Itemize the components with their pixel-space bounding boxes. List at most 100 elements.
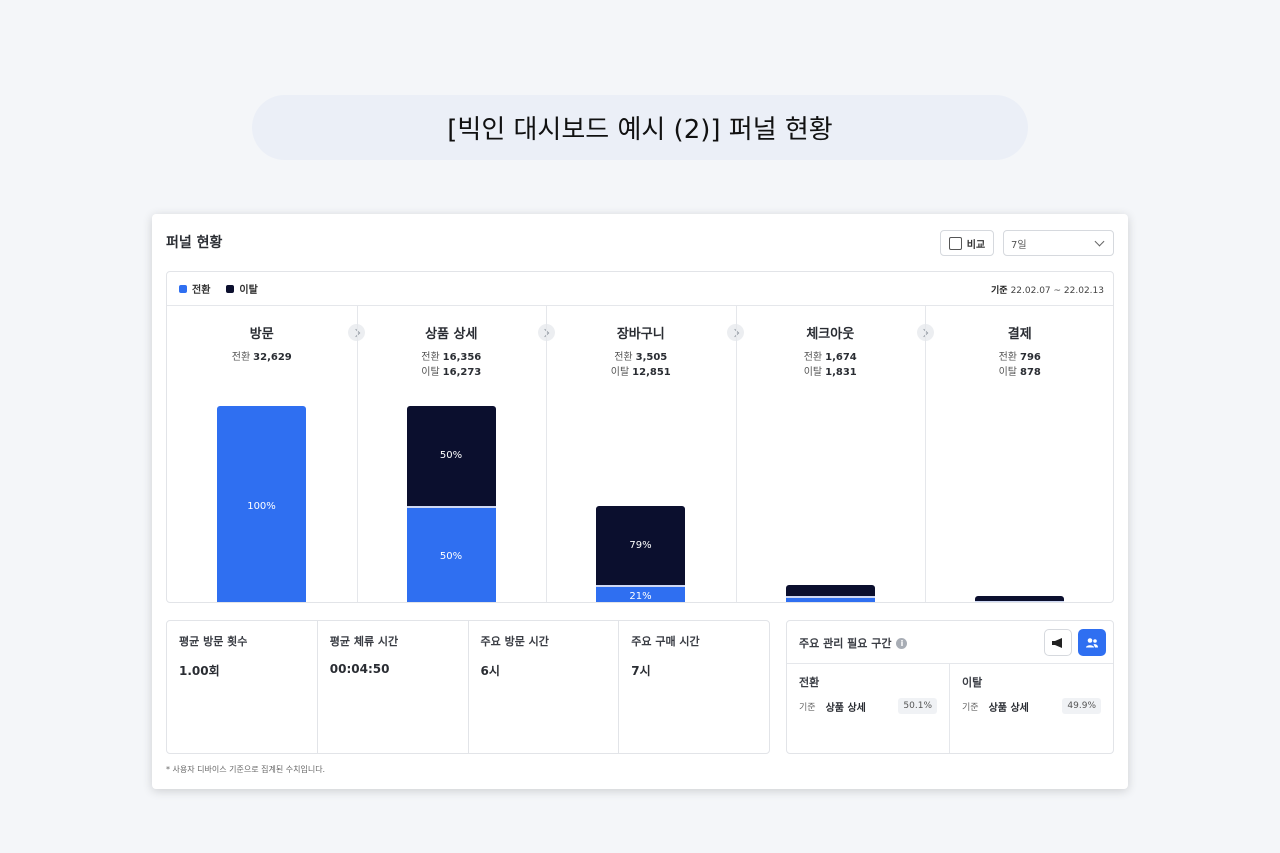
metric-label: 평균 방문 횟수 (179, 635, 248, 648)
drop-swatch (226, 284, 235, 293)
conversion-segment[interactable] (785, 595, 875, 602)
drop-stat: 이탈 1,831 (736, 365, 926, 380)
date-range-value: 22.02.07 ~ 22.02.13 (1010, 286, 1104, 296)
key-stage-panel: 주요 관리 필요 구간 i 전환 기준 상품 상세 50.1% (786, 620, 1114, 754)
compare-checkbox[interactable] (948, 236, 962, 250)
conversion-swatch (179, 284, 187, 293)
conversion-stat: 전환 32,629 (167, 350, 357, 365)
stage-stats: 전환 1,674 이탈 1,831 (736, 350, 926, 380)
funnel-bar[interactable] (975, 595, 1064, 602)
drop-stat-value: 1,831 (825, 367, 857, 378)
key-stage-title: 주요 관리 필요 구간 i (799, 635, 908, 651)
legend-conversion: 전환 (179, 281, 210, 296)
key-conversion-row: 기준 상품 상세 50.1% (799, 698, 937, 714)
metric-value: 1.00회 (179, 664, 220, 678)
drop-stat: 이탈 16,273 (357, 365, 547, 380)
stage-name: 체크아웃 (806, 327, 855, 342)
basis-label: 기준 (962, 702, 979, 713)
chevron-down-icon (1094, 236, 1105, 246)
key-stage-title-text: 주요 관리 필요 구간 (799, 637, 892, 650)
drop-segment[interactable] (975, 595, 1064, 602)
date-range: 기준 22.02.07 ~ 22.02.13 (991, 283, 1104, 296)
key-drop-column: 이탈 기준 상품 상세 49.9% (950, 664, 1113, 753)
key-conversion-title: 전환 (799, 676, 820, 689)
stage-separator (546, 306, 547, 602)
divider (787, 663, 1113, 664)
megaphone-icon (1052, 637, 1062, 648)
key-conversion-stage: 상품 상세 (825, 702, 866, 714)
funnel-stage[interactable]: 장바구니 전환 3,505 이탈 12,851 79% 21% (546, 306, 736, 602)
metric-value: 00:04:50 (329, 662, 390, 676)
conversion-stat-value: 32,629 (253, 352, 292, 363)
info-icon[interactable]: i (896, 637, 908, 649)
period-value: 7일 (1011, 239, 1027, 251)
drop-stat-label: 이탈 (610, 367, 630, 378)
metrics-panel: 평균 방문 횟수 1.00회 평균 체류 시간 00:04:50 주요 방문 시… (166, 620, 770, 754)
stage-stats: 전환 796 이탈 878 (925, 350, 1113, 380)
conversion-stat-value: 1,674 (825, 352, 857, 363)
compare-toggle[interactable]: 비교 (940, 230, 994, 256)
drop-segment[interactable]: 50% (406, 406, 496, 506)
compare-label: 비교 (966, 239, 986, 251)
funnel-bar[interactable]: 50% 50% (406, 406, 496, 602)
megaphone-button[interactable] (1044, 629, 1072, 656)
conversion-stat-label: 전환 (998, 352, 1018, 363)
drop-segment[interactable]: 79% (596, 505, 685, 585)
metric-label: 평균 체류 시간 (329, 635, 399, 648)
metric-label: 주요 방문 시간 (480, 635, 549, 648)
stage-name: 결제 (1007, 327, 1032, 342)
drop-stat-value: 878 (1020, 367, 1041, 378)
conversion-segment[interactable]: 100% (217, 406, 306, 602)
funnel-bar[interactable]: 100% (217, 406, 306, 602)
drop-stat-label: 이탈 (998, 367, 1018, 378)
conversion-stat: 전환 3,505 (546, 350, 736, 365)
metric-value: 7시 (631, 664, 651, 678)
drop-stat: 이탈 878 (925, 365, 1113, 380)
conversion-stat-value: 16,356 (442, 352, 482, 363)
drop-stat-label: 이탈 (421, 367, 440, 378)
divider (167, 305, 1113, 306)
conversion-segment[interactable]: 21% (596, 584, 685, 602)
drop-stat: 이탈 12,851 (546, 365, 736, 380)
funnel-bar[interactable] (785, 584, 875, 602)
drop-stat-label: 이탈 (803, 367, 823, 378)
date-range-label: 기준 (991, 286, 1008, 296)
key-drop-stage: 상품 상세 (988, 702, 1029, 714)
metric-avg-duration: 평균 체류 시간 00:04:50 (318, 621, 469, 753)
stage-stats: 전환 3,505 이탈 12,851 (546, 350, 736, 380)
conversion-stat: 전환 796 (925, 350, 1113, 365)
period-select[interactable]: 7일 (1003, 230, 1114, 256)
funnel-stage[interactable]: 체크아웃 전환 1,674 이탈 1,831 (736, 306, 926, 602)
stage-separator (735, 306, 737, 602)
legend-drop-label: 이탈 (239, 285, 258, 296)
key-drop-pct: 49.9% (1062, 698, 1101, 714)
conversion-segment[interactable]: 50% (406, 505, 496, 602)
stage-name: 상품 상세 (425, 327, 478, 342)
stage-stats: 전환 32,629 (167, 350, 357, 365)
funnel-stage[interactable]: 결제 전환 796 이탈 878 (925, 306, 1113, 602)
stage-stats: 전환 16,356 이탈 16,273 (357, 350, 547, 380)
basis-label: 기준 (799, 702, 816, 713)
users-icon (1086, 637, 1098, 647)
funnel-bar[interactable]: 79% 21% (596, 505, 685, 602)
conversion-segment[interactable] (975, 601, 1064, 602)
funnel-chart: 전환 이탈 기준 22.02.07 ~ 22.02.13 방문 전환 32,629 10… (166, 271, 1114, 603)
funnel-dashboard-card: 퍼널 현황 비교 7일 전환 이탈 기준 22.02.07 ~ 22.02.13 … (152, 214, 1128, 789)
legend-drop: 이탈 (226, 281, 258, 296)
stage-separator (925, 306, 926, 602)
stage-name: 장바구니 (616, 327, 665, 342)
conversion-stat-label: 전환 (231, 352, 251, 363)
drop-segment[interactable] (785, 584, 875, 596)
stage-separator (356, 306, 358, 602)
page-caption: [빅인 대시보드 예시 (2)] 퍼널 현황 (252, 95, 1028, 160)
drop-stat-value: 12,851 (632, 367, 671, 378)
stage-name: 방문 (249, 327, 274, 342)
conversion-stat-label: 전환 (614, 352, 633, 363)
conversion-stat-label: 전환 (803, 352, 823, 363)
users-button[interactable] (1078, 629, 1106, 656)
conversion-stat: 전환 16,356 (357, 350, 547, 365)
key-drop-row: 기준 상품 상세 49.9% (962, 698, 1101, 714)
metric-avg-visits: 평균 방문 횟수 1.00회 (167, 621, 318, 753)
